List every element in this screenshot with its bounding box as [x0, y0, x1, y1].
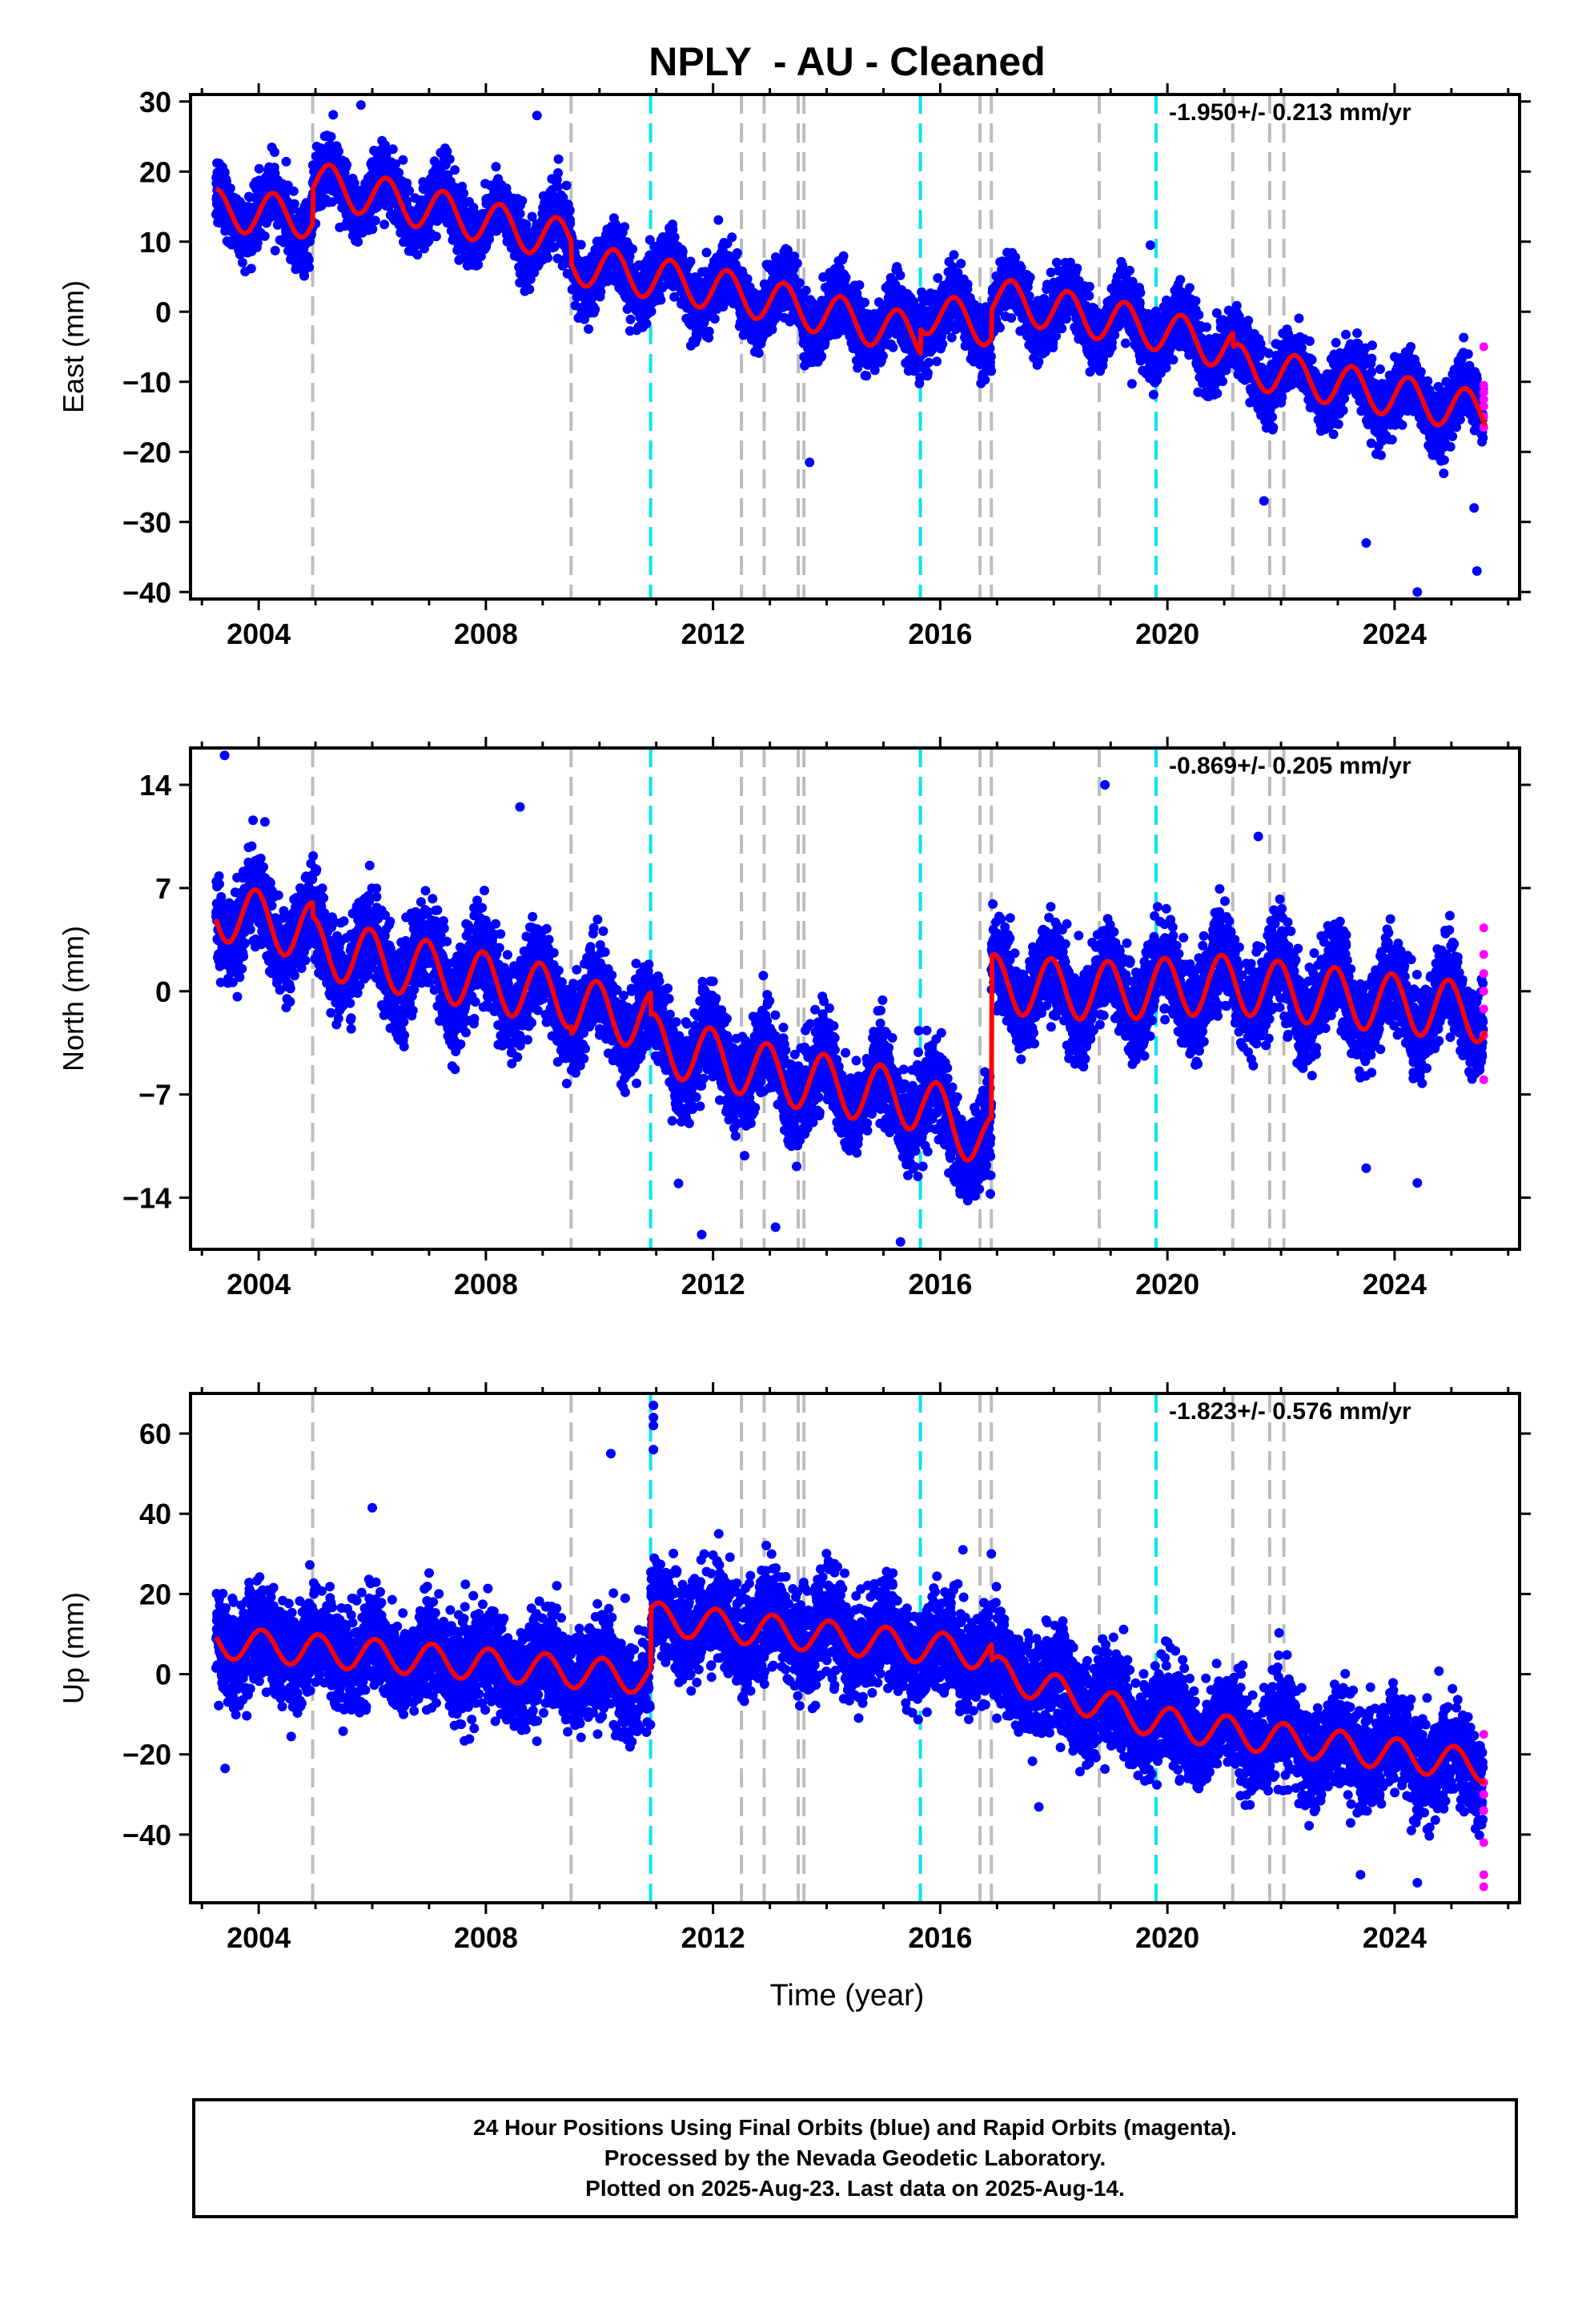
- final-orbit-point: [259, 231, 270, 241]
- final-orbit-point: [372, 202, 383, 212]
- final-orbit-point: [367, 224, 378, 235]
- final-orbit-point: [517, 195, 528, 206]
- final-orbit-point: [549, 242, 560, 252]
- final-orbit-point: [326, 131, 336, 142]
- final-orbit-point: [962, 279, 973, 289]
- final-orbit-point: [888, 342, 898, 352]
- final-orbit-point: [552, 182, 563, 192]
- final-orbit-point: [342, 159, 352, 170]
- final-orbit-point: [817, 351, 827, 361]
- final-orbit-point: [576, 239, 586, 250]
- final-orbit-point: [303, 255, 314, 265]
- final-orbit-point: [732, 247, 742, 258]
- final-orbit-point: [861, 371, 872, 381]
- final-orbit-point: [980, 375, 990, 385]
- x-axis-label: Time (year): [770, 1979, 925, 2012]
- final-orbit-point: [584, 324, 594, 334]
- final-orbit-point: [656, 295, 666, 305]
- final-orbit-point: [742, 274, 753, 284]
- panel-east: 2004 2008 2012 2016 2020 2024−40−30−20−100102…: [57, 83, 1531, 650]
- final-orbit-point: [704, 326, 714, 336]
- final-orbit-point: [431, 231, 441, 242]
- final-orbit-point: [379, 219, 390, 230]
- final-orbit-point: [442, 147, 452, 156]
- final-orbit-point: [753, 348, 764, 358]
- final-orbit-point: [270, 245, 280, 255]
- final-orbit-point: [484, 234, 494, 244]
- final-orbit-point: [328, 110, 339, 120]
- final-orbit-point: [628, 244, 638, 254]
- final-orbit-point: [246, 263, 256, 274]
- chart-title: NPLY - AU - Cleaned: [648, 39, 1045, 84]
- final-orbit-point: [727, 232, 737, 243]
- final-orbit-point: [956, 259, 966, 269]
- final-orbit-point: [558, 192, 568, 203]
- final-orbit-point: [620, 222, 630, 232]
- final-orbit-point: [685, 256, 696, 267]
- final-orbit-point: [564, 205, 575, 215]
- final-orbit-point: [387, 144, 398, 155]
- final-orbit-point: [225, 183, 235, 194]
- final-orbit-point: [353, 237, 363, 247]
- final-orbit-point: [553, 154, 564, 164]
- final-orbit-point: [552, 253, 563, 263]
- final-orbit-point: [949, 250, 959, 260]
- final-orbit-point: [515, 208, 525, 219]
- final-orbit-point: [933, 273, 943, 283]
- final-orbit-point: [334, 147, 343, 157]
- final-orbit-point: [932, 356, 942, 367]
- final-orbit-point: [524, 284, 535, 295]
- final-orbit-point: [370, 215, 380, 226]
- final-orbit-point: [561, 180, 572, 191]
- final-orbit-point: [281, 156, 291, 167]
- final-orbit-point: [459, 188, 469, 199]
- final-orbit-point: [254, 163, 264, 174]
- final-orbit-point: [288, 186, 299, 196]
- final-orbit-point: [860, 297, 869, 308]
- final-orbit-point: [924, 357, 934, 368]
- final-orbit-point: [289, 199, 299, 209]
- final-orbit-point: [709, 314, 720, 324]
- final-orbit-point: [938, 339, 948, 349]
- final-orbit-point: [450, 165, 460, 175]
- final-orbit-point: [922, 368, 933, 378]
- final-orbit-point: [590, 304, 600, 315]
- final-orbit-point: [270, 147, 279, 157]
- final-orbit-point: [701, 247, 712, 258]
- final-orbit-point: [625, 314, 636, 324]
- final-orbit-point: [391, 159, 401, 169]
- final-orbit-point: [527, 211, 537, 222]
- final-orbit-point: [677, 247, 688, 257]
- final-orbit-point: [444, 154, 455, 164]
- final-orbit-point: [646, 306, 656, 316]
- final-orbit-point: [854, 280, 865, 290]
- final-orbit-point: [877, 351, 888, 361]
- final-orbit-point: [895, 270, 905, 280]
- final-orbit-point: [792, 258, 802, 268]
- plot-area: [211, 94, 1488, 599]
- final-orbit-point: [553, 168, 563, 178]
- final-orbit-points: [211, 100, 1488, 597]
- final-orbit-point: [713, 215, 724, 225]
- final-orbit-point: [299, 271, 309, 281]
- final-orbit-point: [794, 278, 805, 288]
- final-orbit-point: [398, 155, 408, 165]
- final-orbit-point: [404, 186, 415, 196]
- final-orbit-point: [521, 219, 532, 230]
- final-orbit-point: [641, 319, 652, 329]
- final-orbit-point: [412, 250, 423, 260]
- final-orbit-point: [394, 167, 404, 178]
- final-orbit-point: [304, 262, 315, 272]
- final-orbit-point: [473, 259, 484, 270]
- final-orbit-point: [669, 232, 680, 243]
- final-orbit-point: [491, 162, 501, 172]
- final-orbit-point: [801, 285, 811, 296]
- final-orbit-point: [402, 195, 412, 206]
- final-orbit-point: [237, 257, 247, 267]
- final-orbit-point: [946, 332, 957, 343]
- final-orbit-point: [841, 272, 851, 283]
- final-orbit-point: [543, 253, 552, 263]
- final-orbit-point: [838, 251, 849, 261]
